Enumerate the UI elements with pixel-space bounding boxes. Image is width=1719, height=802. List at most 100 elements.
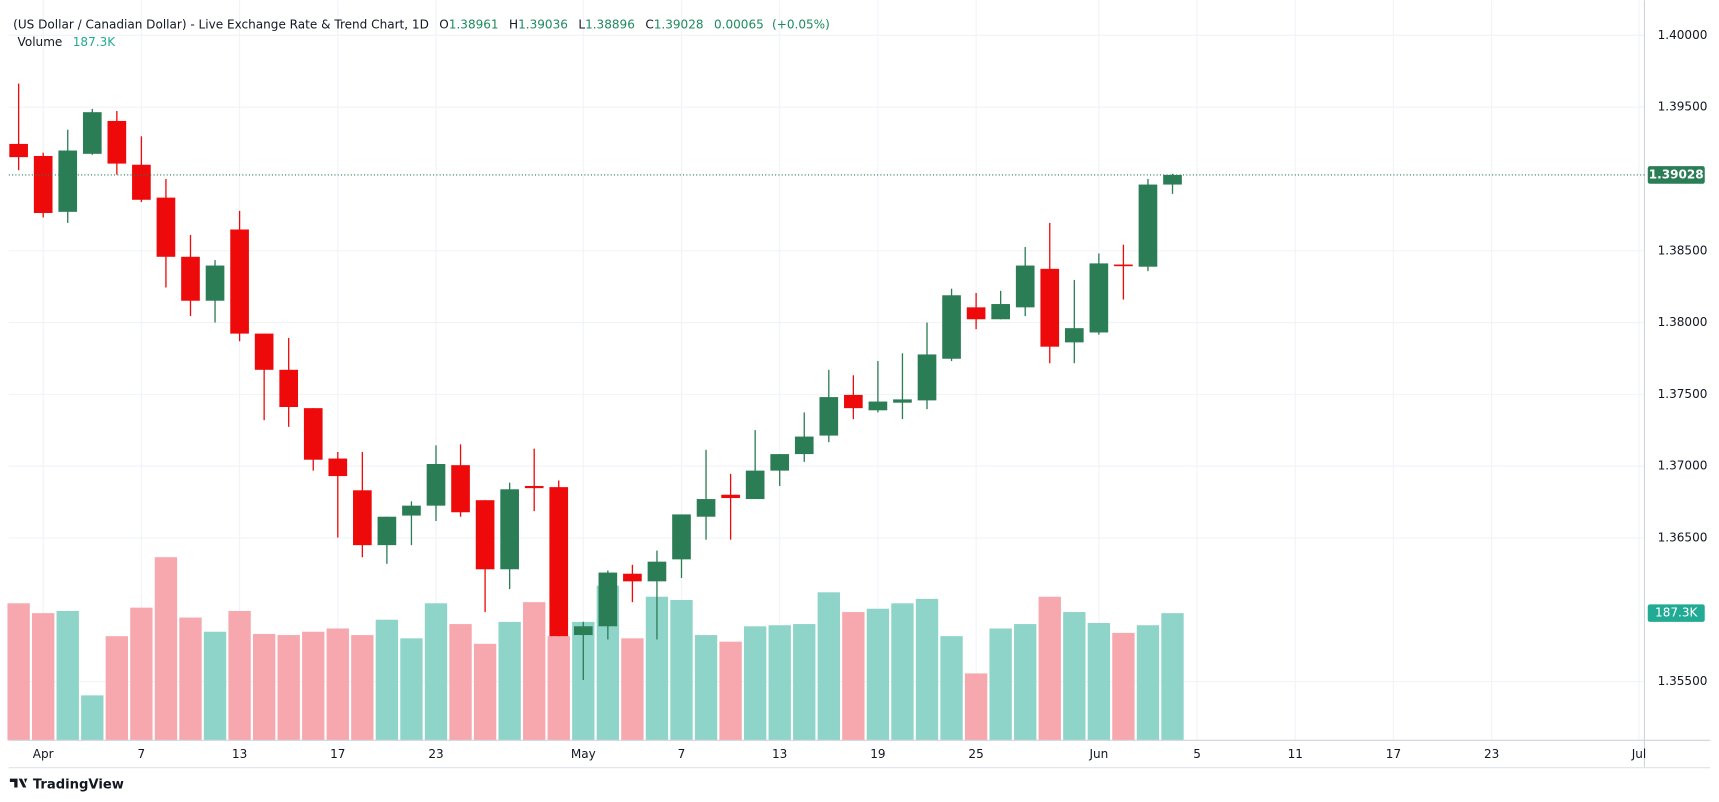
volume-bar bbox=[964, 673, 988, 741]
volume-header: Volume 187.3K bbox=[18, 34, 117, 48]
candle-body bbox=[844, 394, 863, 409]
volume-bar bbox=[842, 612, 865, 741]
open-value: 1.38961 bbox=[449, 17, 499, 31]
volume-bar bbox=[7, 603, 30, 741]
candle-body bbox=[58, 150, 78, 212]
volume-bar bbox=[719, 641, 742, 741]
volume-bar bbox=[1038, 596, 1061, 741]
volume-bar bbox=[32, 613, 55, 741]
volume-tag-label: 187.3K bbox=[1655, 606, 1698, 620]
candle-body bbox=[181, 256, 200, 301]
candle-body bbox=[1138, 184, 1158, 267]
low-value: 1.38896 bbox=[585, 17, 635, 31]
brand-name: TradingView bbox=[33, 778, 124, 793]
candle-body bbox=[500, 489, 519, 570]
x-tick-label: 13 bbox=[232, 747, 247, 761]
ohlc-label: O bbox=[439, 17, 448, 31]
volume-bar bbox=[670, 599, 693, 741]
volume-bar bbox=[203, 631, 227, 741]
volume-bar bbox=[1063, 612, 1086, 741]
volume-bar bbox=[768, 625, 791, 741]
header: (US Dollar / Canadian Dollar) - Live Exc… bbox=[13, 17, 830, 31]
volume-bar bbox=[81, 695, 104, 741]
axes: 1.35500 1.36500 1.37000 1.37500 1.38000 1.385… bbox=[8, 28, 1708, 761]
x-tick-label: 7 bbox=[138, 747, 146, 761]
candle-body bbox=[132, 164, 151, 200]
volume-tag bbox=[1647, 604, 1705, 622]
volume-bar bbox=[179, 617, 202, 741]
candle-body bbox=[1015, 265, 1035, 308]
candle-body bbox=[230, 229, 249, 334]
x-tick-label: 23 bbox=[428, 747, 443, 761]
candle-body bbox=[868, 401, 888, 411]
candle-body bbox=[9, 143, 28, 158]
volume-bar bbox=[400, 638, 423, 741]
candle-body bbox=[328, 458, 348, 477]
candle-body bbox=[942, 295, 961, 359]
x-tick-label: 5 bbox=[1193, 747, 1201, 761]
candle-body bbox=[1163, 174, 1182, 185]
volume-bar bbox=[154, 557, 178, 741]
candles bbox=[9, 83, 1182, 680]
candle-body bbox=[893, 399, 912, 403]
volume-bar bbox=[130, 607, 153, 741]
y-tick-label: 1.38000 bbox=[1658, 315, 1708, 329]
x-tick-label: May bbox=[571, 747, 596, 761]
ohlc-label: C bbox=[645, 17, 653, 31]
volume-bar bbox=[817, 592, 840, 741]
volume-bar bbox=[1014, 624, 1037, 741]
y-tick-label: 1.37000 bbox=[1658, 459, 1708, 473]
candle-body bbox=[303, 408, 323, 460]
x-tick-label: Jul bbox=[1631, 747, 1647, 761]
x-tick-label: 25 bbox=[968, 747, 983, 761]
volume-bar bbox=[989, 628, 1012, 741]
volume-bar bbox=[252, 633, 276, 741]
volume-bar bbox=[351, 635, 374, 741]
volume-bar bbox=[375, 619, 399, 741]
candle-body bbox=[623, 573, 642, 582]
candle-body bbox=[672, 514, 691, 560]
candle-body bbox=[917, 354, 937, 401]
volume-bar bbox=[940, 636, 963, 741]
high-value: 1.39036 bbox=[518, 17, 568, 31]
candle-body bbox=[819, 397, 839, 436]
y-tick-label: 1.38500 bbox=[1658, 243, 1708, 257]
x-tick-label: 11 bbox=[1288, 747, 1303, 761]
x-tick-label: 17 bbox=[330, 747, 345, 761]
candle-body bbox=[1114, 264, 1133, 267]
volume-bar bbox=[547, 636, 570, 741]
candle-body bbox=[696, 499, 716, 517]
volume-bar bbox=[105, 636, 129, 741]
candle-body bbox=[745, 470, 765, 500]
candle-body bbox=[107, 120, 127, 164]
y-tick-label: 1.36500 bbox=[1658, 530, 1708, 544]
candle-body bbox=[33, 155, 53, 213]
volume-bar bbox=[645, 596, 669, 741]
x-tick-label: 23 bbox=[1484, 747, 1499, 761]
volume-bar bbox=[277, 635, 300, 741]
candle-body bbox=[1089, 263, 1109, 333]
volume-bar bbox=[743, 626, 767, 741]
candle-body bbox=[573, 626, 593, 636]
volume-bar bbox=[228, 610, 251, 741]
volume-bar bbox=[424, 603, 448, 741]
change-percent: (+0.05%) bbox=[772, 17, 830, 31]
volume-bar bbox=[1112, 632, 1135, 741]
candle-body bbox=[770, 454, 790, 471]
last-price-label: 1.39028 bbox=[1649, 167, 1704, 181]
candle-body bbox=[475, 500, 495, 570]
candle-body bbox=[353, 490, 372, 546]
title: (US Dollar / Canadian Dollar) - Live Exc… bbox=[13, 17, 429, 31]
candle-body bbox=[991, 304, 1010, 320]
candle-body bbox=[426, 464, 446, 506]
candle-body bbox=[402, 505, 421, 516]
brand-logo bbox=[9, 778, 28, 788]
candle-body bbox=[279, 369, 299, 407]
change-value: 0.00065 bbox=[714, 17, 764, 31]
x-tick-label: 19 bbox=[870, 747, 885, 761]
x-tick-label: Apr bbox=[33, 747, 54, 761]
y-tick-label: 1.40000 bbox=[1658, 28, 1708, 42]
volume-bar bbox=[866, 608, 890, 741]
volume-bar bbox=[793, 624, 816, 741]
